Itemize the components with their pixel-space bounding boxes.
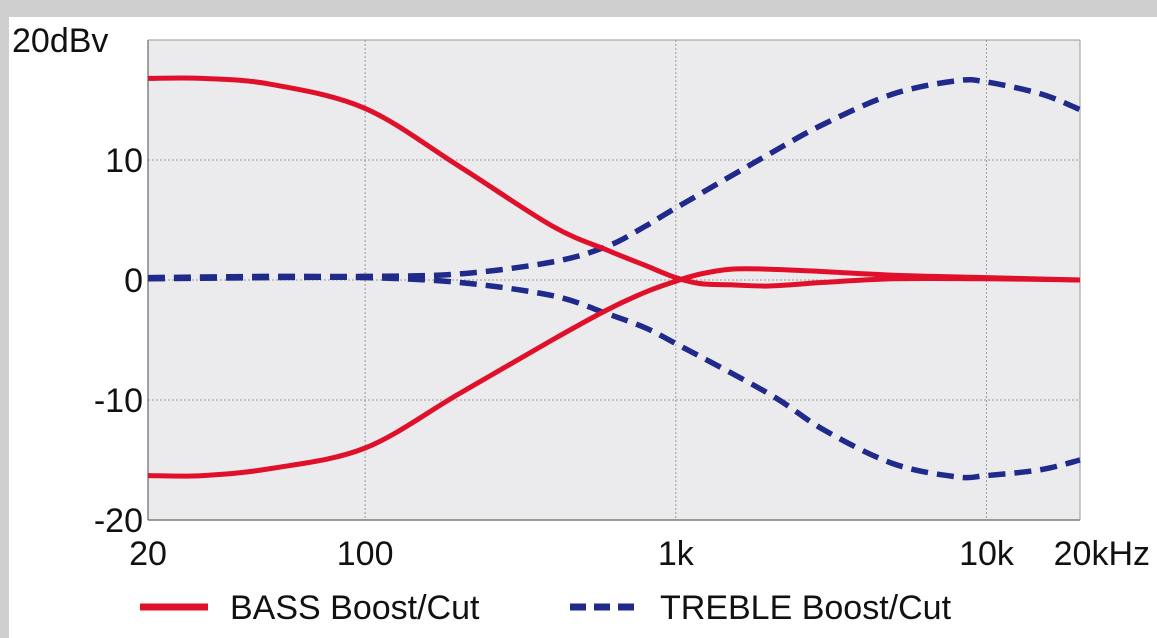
- frame-left-border: [0, 0, 9, 638]
- treble-cut-curve: [147, 274, 1081, 481]
- y-tick-labels: 20dBv 10 0 -10 -20: [12, 22, 143, 540]
- y-tick-label: 0: [124, 262, 143, 300]
- bass-cut-curve: [147, 266, 1081, 479]
- frame-top-border: [0, 0, 1157, 17]
- x-tick-labels: 20 100 1k 10k 20kHz: [129, 535, 1150, 573]
- x-tick-label: 20: [129, 535, 167, 573]
- bass-boost-curve: [147, 75, 1081, 289]
- y-tick-label: -20: [94, 502, 143, 540]
- y-tick-label: 20dBv: [12, 22, 108, 60]
- legend: BASS Boost/Cut TREBLE Boost/Cut: [140, 589, 952, 627]
- y-tick-label: 10: [105, 142, 143, 180]
- x-tick-label: 1k: [658, 535, 695, 573]
- series-layer: [147, 75, 1082, 481]
- legend-label-0: BASS Boost/Cut: [230, 589, 480, 627]
- x-tick-label: 100: [337, 535, 394, 573]
- x-tick-label: 20kHz: [1054, 535, 1150, 573]
- y-tick-label: -10: [94, 382, 143, 420]
- x-tick-label: 10k: [959, 535, 1015, 573]
- legend-label-1: TREBLE Boost/Cut: [660, 589, 952, 627]
